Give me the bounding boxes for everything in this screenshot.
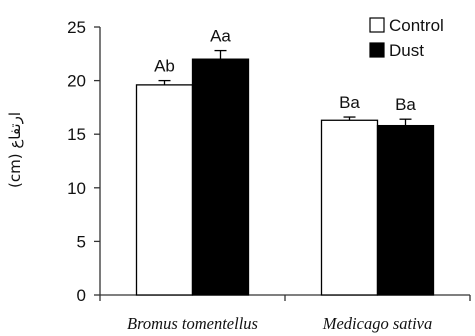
legend-swatch — [369, 42, 385, 58]
data-label: Ab — [154, 57, 175, 76]
bar — [320, 119, 379, 296]
y-tick-label: 0 — [77, 286, 86, 305]
legend: Control Dust — [369, 16, 444, 60]
x-axis: Bromus tomentellus Medicago sativa — [99, 294, 471, 333]
y-tick-label: 15 — [67, 125, 86, 144]
x-category-label: Medicago sativa — [322, 314, 433, 333]
y-axis-title: ارتفاع (cm) — [6, 112, 24, 188]
y-tick-label: 10 — [67, 179, 86, 198]
bar — [376, 124, 435, 296]
legend-swatch — [369, 17, 385, 33]
data-label: Ba — [395, 95, 416, 114]
legend-label: Control — [389, 16, 444, 35]
bar — [135, 84, 194, 296]
y-tick-label: 25 — [67, 18, 86, 37]
bars: Ab Ba Aa Ba — [135, 27, 435, 296]
y-tick-label: 5 — [77, 232, 86, 251]
bar — [191, 58, 250, 296]
legend-label: Dust — [389, 41, 424, 60]
y-tick-label: 20 — [67, 72, 86, 91]
data-label: Aa — [210, 27, 231, 46]
data-label: Ba — [339, 93, 360, 112]
x-category-label: Bromus tomentellus — [127, 314, 258, 333]
y-axis: 0 5 10 15 20 25 — [67, 18, 101, 305]
